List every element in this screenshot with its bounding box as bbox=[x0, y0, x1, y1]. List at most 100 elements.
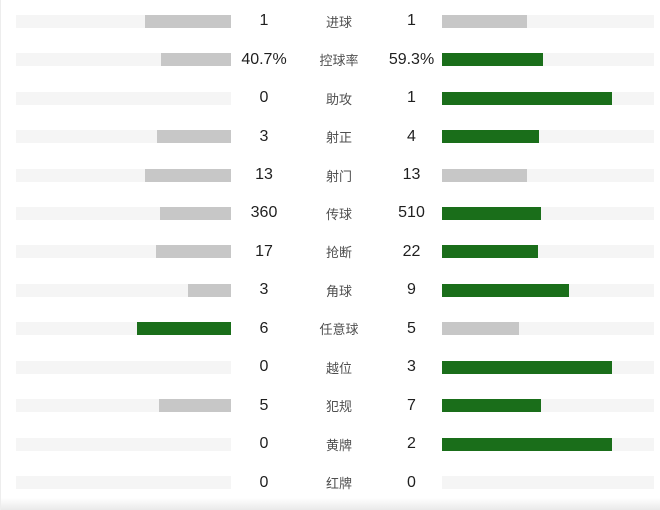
right-value: 13 bbox=[402, 166, 421, 184]
left-value: 1 bbox=[259, 12, 269, 30]
right-bar-track bbox=[442, 14, 654, 28]
stat-row: 0 红牌 0 bbox=[1, 463, 660, 501]
left-bar-track bbox=[16, 322, 231, 336]
left-value: 17 bbox=[255, 242, 273, 260]
right-value: 3 bbox=[407, 358, 416, 376]
left-value: 3 bbox=[259, 281, 269, 299]
right-bar-fill bbox=[442, 91, 612, 105]
left-bar-fill bbox=[159, 206, 231, 220]
right-bar-track bbox=[442, 91, 654, 105]
right-bar-fill bbox=[442, 53, 543, 67]
stat-label: 抢断 bbox=[325, 245, 352, 261]
right-bar-fill bbox=[442, 245, 538, 259]
left-bar-track bbox=[16, 14, 231, 28]
stat-row: 0 越位 3 bbox=[1, 348, 660, 386]
right-value: 22 bbox=[402, 242, 421, 260]
left-bar-fill bbox=[159, 399, 231, 413]
right-bar-fill bbox=[442, 206, 542, 220]
stat-row: 17 抢断 22 bbox=[1, 233, 660, 271]
right-bar-fill bbox=[442, 14, 527, 28]
right-bar-track bbox=[442, 399, 654, 413]
right-value: 1 bbox=[407, 12, 416, 30]
stat-row: 0 助攻 1 bbox=[1, 79, 660, 117]
right-bar-fill bbox=[442, 360, 612, 374]
stat-label: 助攻 bbox=[325, 91, 352, 107]
right-value: 9 bbox=[407, 281, 416, 299]
left-bar-fill bbox=[188, 283, 231, 297]
stat-row: 1 进球 1 bbox=[1, 2, 660, 40]
stat-label: 任意球 bbox=[319, 322, 359, 338]
left-bar-track bbox=[16, 53, 231, 67]
right-bar-track bbox=[442, 322, 654, 336]
left-value: 13 bbox=[255, 166, 273, 184]
left-value: 360 bbox=[250, 204, 278, 222]
right-bar-track bbox=[442, 206, 654, 220]
right-bar-track bbox=[442, 283, 654, 297]
stat-label: 传球 bbox=[325, 206, 352, 222]
left-bar-track bbox=[16, 245, 231, 259]
left-bar-track bbox=[16, 476, 231, 490]
left-bar-fill bbox=[161, 53, 231, 67]
stat-label: 射正 bbox=[325, 130, 352, 146]
left-bar-fill bbox=[145, 168, 231, 182]
stat-label: 进球 bbox=[325, 14, 352, 30]
stat-label: 犯规 bbox=[325, 399, 352, 415]
left-bar-fill bbox=[145, 14, 231, 28]
stat-label: 控球率 bbox=[319, 53, 359, 69]
left-bar-fill bbox=[157, 130, 231, 144]
right-value: 4 bbox=[407, 127, 416, 145]
stat-label: 红牌 bbox=[325, 476, 352, 492]
right-value: 510 bbox=[398, 204, 425, 222]
left-bar-track bbox=[16, 206, 231, 220]
left-value: 0 bbox=[259, 435, 269, 453]
stat-row: 13 射门 13 bbox=[1, 156, 660, 194]
right-bar-fill bbox=[442, 399, 541, 413]
stat-label: 越位 bbox=[325, 360, 352, 376]
left-value: 5 bbox=[259, 396, 269, 414]
stat-row: 40.7% 控球率 59.3% bbox=[1, 40, 660, 78]
right-bar-track bbox=[442, 130, 654, 144]
left-value: 0 bbox=[259, 358, 269, 376]
left-bar-fill bbox=[137, 322, 231, 336]
left-bar-track bbox=[16, 283, 231, 297]
right-bar-fill bbox=[442, 322, 520, 336]
left-value: 0 bbox=[259, 89, 269, 107]
left-value: 0 bbox=[259, 473, 269, 491]
stat-row: 3 射正 4 bbox=[1, 117, 660, 155]
left-value: 40.7% bbox=[241, 50, 287, 68]
right-bar-track bbox=[442, 476, 654, 490]
right-bar-fill bbox=[442, 437, 612, 451]
stat-row: 6 任意球 5 bbox=[1, 310, 660, 348]
right-bar-track bbox=[442, 168, 654, 182]
left-bar-track bbox=[16, 130, 231, 144]
right-bar-fill bbox=[442, 283, 570, 297]
right-bar-track bbox=[442, 360, 654, 374]
left-value: 3 bbox=[259, 127, 269, 145]
stat-label: 射门 bbox=[325, 168, 352, 184]
right-value: 59.3% bbox=[388, 50, 435, 68]
right-bar-fill bbox=[442, 130, 539, 144]
right-value: 5 bbox=[407, 319, 416, 337]
right-value: 0 bbox=[407, 473, 416, 491]
stat-row: 360 传球 510 bbox=[1, 194, 660, 232]
left-bar-fill bbox=[156, 245, 231, 259]
stat-row: 3 角球 9 bbox=[1, 271, 660, 309]
stat-label: 黄牌 bbox=[325, 437, 352, 453]
stat-label: 角球 bbox=[325, 283, 352, 299]
stat-row: 5 犯规 7 bbox=[1, 387, 660, 425]
left-bar-track bbox=[16, 168, 231, 182]
right-value: 7 bbox=[407, 396, 416, 414]
left-value: 6 bbox=[259, 319, 269, 337]
right-bar-track bbox=[442, 245, 654, 259]
right-value: 1 bbox=[407, 89, 416, 107]
right-value: 2 bbox=[407, 435, 416, 453]
right-bar-track bbox=[442, 53, 654, 67]
left-bar-track bbox=[16, 91, 231, 105]
left-bar-track bbox=[16, 437, 231, 451]
right-bar-fill bbox=[442, 168, 527, 182]
left-bar-track bbox=[16, 399, 231, 413]
left-bar-track bbox=[16, 360, 231, 374]
stat-row: 0 黄牌 2 bbox=[1, 425, 660, 463]
